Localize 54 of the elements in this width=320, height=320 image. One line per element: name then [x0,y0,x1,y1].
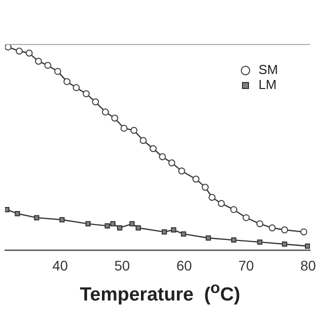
point [63,78,70,86]
point [178,167,186,174]
legend-label: SM [258,62,278,78]
point [242,214,250,222]
point [34,58,42,65]
point [82,90,90,98]
point [218,200,225,207]
point [120,124,128,132]
point [281,226,288,234]
point [282,241,288,247]
point [102,108,109,116]
legend-label: LM [258,77,277,92]
point [168,159,176,166]
point [34,215,40,220]
point [206,235,211,241]
point [26,50,33,57]
point [257,239,262,245]
point [5,206,10,212]
point [170,227,176,233]
point [300,228,308,236]
point [129,221,135,226]
point [14,211,20,216]
point [231,237,236,243]
point [72,84,80,92]
point [111,114,118,122]
point [16,48,23,55]
x-tick-label: 80 [300,257,316,274]
x-tick-label: 70 [238,257,254,274]
point [256,220,264,228]
x-tick-label: 40 [52,257,68,274]
point [54,68,62,75]
point [140,137,147,144]
point [158,153,166,160]
point [130,126,138,134]
point [44,62,52,69]
point [85,221,91,226]
x-tick-label: 60 [176,257,192,274]
point [110,221,116,226]
point [180,231,186,237]
point [202,184,209,191]
point [136,225,141,230]
point [162,229,167,235]
point [117,225,122,230]
point [192,176,200,183]
x-tick-label: 50 [114,257,130,274]
point [92,98,100,106]
point [104,223,110,228]
point [268,224,276,232]
point [304,244,310,249]
x-axis-title: Temperature ($^{o}$C) [78,280,242,306]
point [59,217,65,222]
point [208,194,216,201]
point [150,145,157,152]
point [230,206,238,214]
